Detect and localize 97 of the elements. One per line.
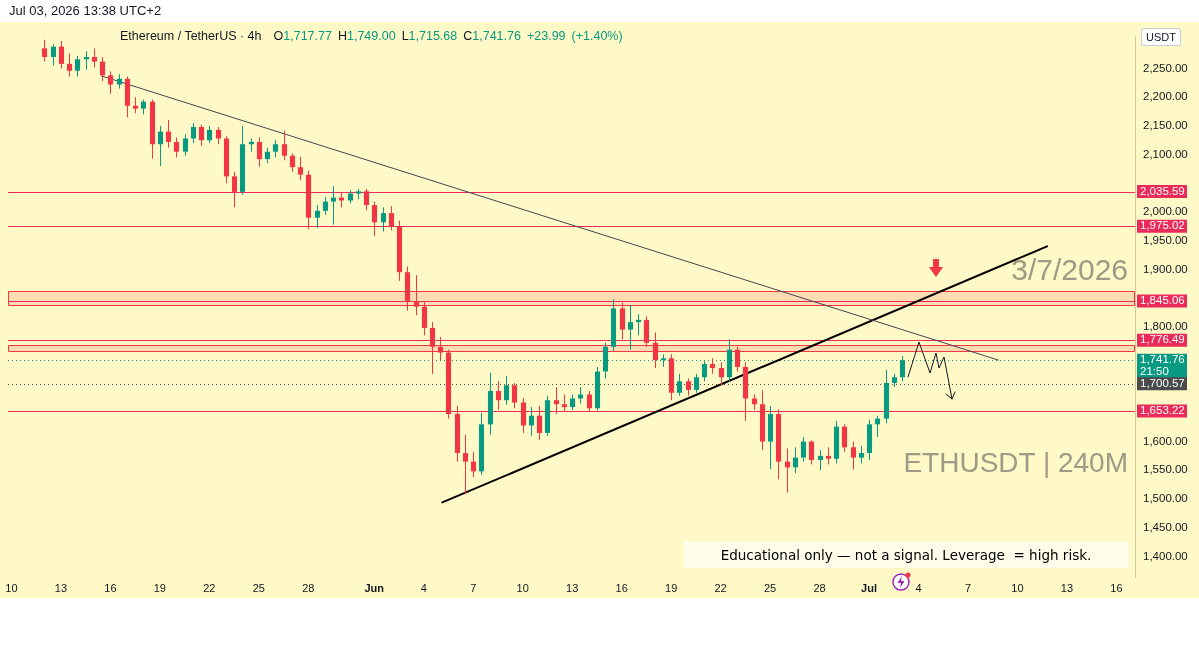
candlestick xyxy=(281,129,288,161)
candlestick xyxy=(676,373,683,397)
candlestick xyxy=(182,133,189,157)
candlestick xyxy=(297,156,304,181)
annotation: Educational only — not a signal. Leverage = high risk. xyxy=(720,546,1092,563)
y-tick-label: 1,450.00 xyxy=(1143,520,1188,533)
x-tick-label: 25 xyxy=(252,581,265,594)
candlestick xyxy=(800,436,807,463)
x-tick-label: 7 xyxy=(964,581,972,594)
y-tick-label: 1,600.00 xyxy=(1143,434,1188,447)
candlestick xyxy=(388,205,395,231)
x-tick-label: 10 xyxy=(1011,581,1024,594)
ref-line-label: 1,845.06 xyxy=(1140,294,1185,307)
candlestick xyxy=(792,446,799,474)
candlestick xyxy=(511,382,518,409)
x-tick-label: Jul xyxy=(861,581,878,594)
candlestick xyxy=(536,405,543,441)
ref-line-label: 1,700.57 xyxy=(1140,376,1185,389)
candlestick xyxy=(553,386,560,415)
candlestick xyxy=(462,434,469,495)
candlestick xyxy=(190,122,197,144)
x-tick-label: 4 xyxy=(420,581,427,594)
candlestick xyxy=(841,423,848,453)
candlestick xyxy=(41,39,48,63)
annotation: ETHUSDT | 240M xyxy=(903,447,1128,478)
candlestick xyxy=(520,397,527,434)
x-tick-label: 28 xyxy=(302,581,315,594)
x-tick-label: 22 xyxy=(203,581,216,594)
candlestick xyxy=(850,441,857,471)
y-tick-label: 2,250.00 xyxy=(1143,61,1188,74)
x-tick-label: 28 xyxy=(813,581,826,594)
y-tick-label: 2,000.00 xyxy=(1143,205,1188,218)
text-box: Educational only — not a signal. Leverage = high risk. xyxy=(684,541,1128,568)
ref-line-label: 2,035.59 xyxy=(1140,184,1185,197)
candlestick xyxy=(50,43,57,67)
candlestick xyxy=(74,55,81,77)
x-tick-label: 13 xyxy=(54,581,68,594)
y-tick-label: 1,950.00 xyxy=(1143,233,1188,246)
candlestick xyxy=(627,304,634,351)
candlestick xyxy=(371,201,378,237)
candlestick xyxy=(107,70,114,95)
candlestick xyxy=(198,124,205,147)
x-tick-label: 13 xyxy=(566,581,579,594)
x-tick-label: 7 xyxy=(470,581,477,594)
chart-title: Ethereum / TetherUS · 4h xyxy=(120,29,262,43)
ref-line-label: 1,975.02 xyxy=(1140,219,1185,232)
ref-line-label: 1,776.49 xyxy=(1140,333,1185,346)
y-axis-title: USDT xyxy=(1141,28,1181,46)
candlestick xyxy=(380,206,387,232)
x-tick-label: Jun xyxy=(364,581,385,594)
candlestick xyxy=(363,188,370,211)
x-tick-label: 13 xyxy=(1060,581,1074,594)
candlestick xyxy=(330,185,337,226)
y-tick-label: 2,150.00 xyxy=(1143,119,1188,132)
candlestick xyxy=(66,53,73,77)
candlestick xyxy=(173,136,180,158)
x-tick-label: 19 xyxy=(665,581,678,594)
y-tick-label: 1,800.00 xyxy=(1143,319,1188,332)
candlestick xyxy=(528,406,535,437)
y-tick-label: 1,500.00 xyxy=(1143,492,1188,505)
candlestick xyxy=(314,204,321,229)
candlestick xyxy=(503,375,510,406)
text: Jul 03, 2026 13:38 UTC+2 xyxy=(9,3,162,19)
candlestick xyxy=(586,390,593,413)
candlestick xyxy=(808,439,815,465)
candlestick xyxy=(58,40,65,69)
text: O1,717.77 H1,749.00 L1,715.68 C1,741.76 +23.99 (+1.40%) xyxy=(273,29,623,43)
y-tick-label: 2,200.00 xyxy=(1143,90,1188,103)
candlestick xyxy=(99,56,106,82)
y-tick-label: 2,100.00 xyxy=(1143,147,1188,160)
candlestick xyxy=(289,152,296,173)
x-tick-label: 22 xyxy=(714,581,727,594)
x-tick-label: 10 xyxy=(5,581,18,594)
x-tick-label: 19 xyxy=(153,581,166,594)
candlestick xyxy=(231,171,238,208)
x-tick-label: 25 xyxy=(763,581,777,594)
x-tick-label: 16 xyxy=(1110,581,1123,594)
y-tick-label: 1,400.00 xyxy=(1143,549,1188,562)
candlestick xyxy=(718,361,725,386)
candlestick xyxy=(495,380,502,411)
candlestick xyxy=(899,355,906,382)
x-tick-label: 16 xyxy=(104,581,117,594)
candlestick xyxy=(165,119,172,149)
candlestick xyxy=(470,451,477,478)
candlestick xyxy=(91,47,98,68)
x-tick-label: 4 xyxy=(915,581,922,594)
annotation: 3/7/2026 xyxy=(1011,253,1128,286)
candlestick xyxy=(157,125,164,167)
ref-line-label: 1,741.76 21:50 xyxy=(1140,353,1185,378)
x-tick-label: 16 xyxy=(615,581,628,594)
y-tick-label: 1,550.00 xyxy=(1143,463,1188,476)
ref-line-label: 1,653.22 xyxy=(1140,404,1185,417)
y-tick-label: 1,900.00 xyxy=(1143,262,1188,275)
candlestick xyxy=(693,373,700,394)
candlestick xyxy=(817,449,824,471)
candlestick xyxy=(256,136,263,168)
x-tick-label: 10 xyxy=(516,581,529,594)
